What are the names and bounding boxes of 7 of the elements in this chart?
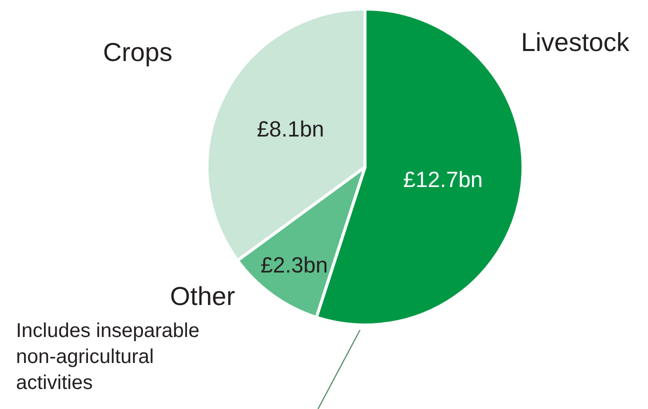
slice-label: Livestock	[521, 27, 630, 57]
slice-label: Crops	[103, 37, 172, 67]
data-label: £12.7bn	[403, 166, 483, 192]
data-label: £8.1bn	[256, 116, 324, 142]
slice-label: Other	[170, 281, 236, 311]
data-label: £2.3bn	[260, 252, 328, 278]
text: Includes inseparable non-agricultural activities	[16, 320, 200, 394]
